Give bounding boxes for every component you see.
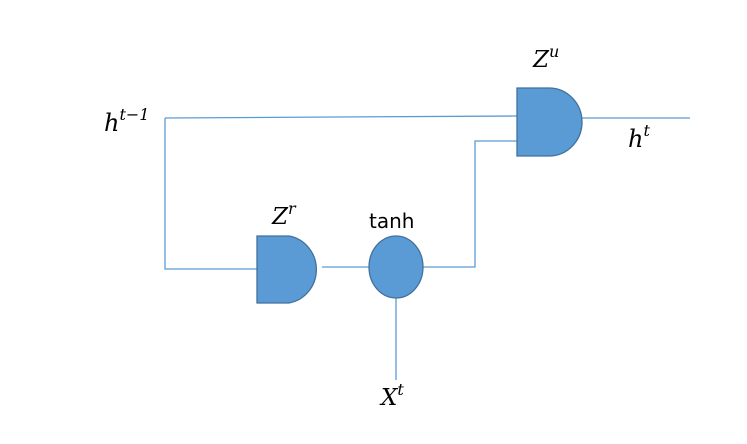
- h-prev-label: ht−1: [104, 105, 149, 137]
- reset-gate-label: Zr: [271, 199, 297, 230]
- h-prev-down-wire: [164, 118, 257, 270]
- update-gate: [516, 87, 583, 157]
- tanh-to-update-wire: [423, 140, 517, 268]
- h-prev-top-wire: [164, 115, 518, 119]
- update-gate-label: Zu: [532, 42, 559, 73]
- h-out-label: ht: [628, 121, 650, 153]
- tanh-label: tanh: [369, 209, 414, 233]
- tanh-node: [368, 235, 424, 299]
- reset-gate: [256, 235, 318, 304]
- input-label: Xt: [379, 380, 404, 411]
